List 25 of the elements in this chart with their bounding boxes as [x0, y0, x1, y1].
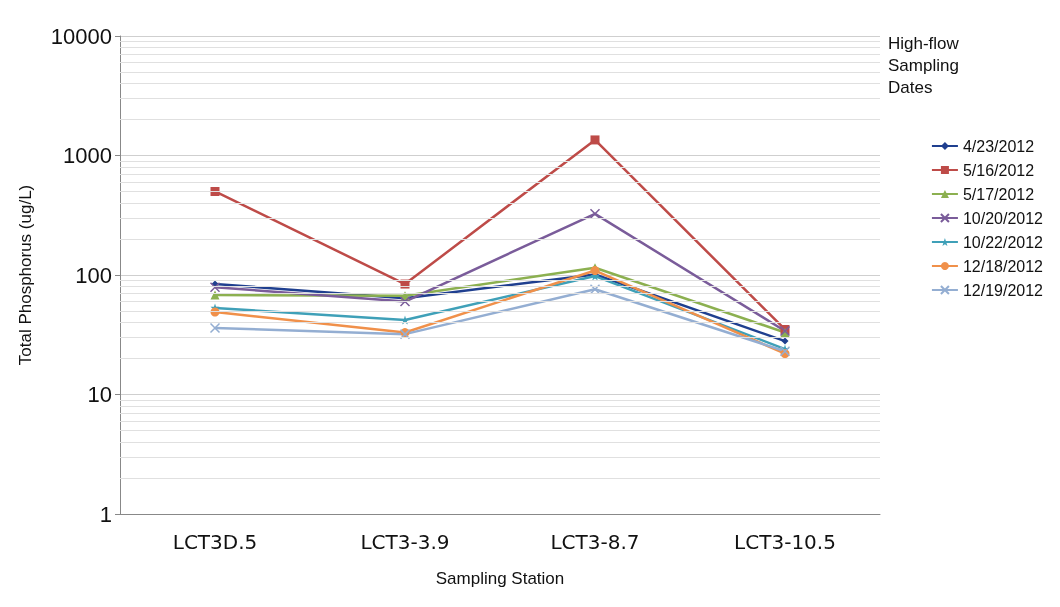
y-tick-label: 10000 — [50, 23, 112, 49]
point — [781, 337, 789, 345]
legend-label: 10/20/2012 — [962, 209, 1044, 227]
y-tick-label: 100 — [75, 262, 112, 288]
x-axis-title: Sampling Station — [435, 569, 565, 588]
x-tick-label: LCT3D.5 — [172, 530, 258, 554]
point — [209, 281, 221, 293]
point — [399, 296, 411, 307]
point — [209, 322, 221, 334]
legend-label: 10/22/2012 — [962, 233, 1044, 251]
legend-label: 12/19/2012 — [962, 281, 1044, 299]
y-tick-label: 1000 — [63, 143, 112, 168]
legend-title: High-flow Sampling Dates — [888, 33, 960, 97]
legend-label: 12/18/2012 — [962, 257, 1044, 275]
legend-label: 4/23/2012 — [962, 137, 1035, 155]
legend-label: 5/16/2012 — [962, 161, 1035, 179]
y-axis-title: Total Phosphorus (ug/L) — [16, 184, 35, 366]
y-tick-label: 1 — [99, 501, 112, 527]
point — [210, 290, 220, 300]
legend-label: 5/17/2012 — [962, 185, 1035, 203]
x-tick-label: LCT3-8.7 — [550, 530, 640, 554]
y-tick-label: 10 — [87, 382, 112, 407]
x-tick-label: LCT3-10.5 — [734, 530, 836, 554]
point — [590, 135, 600, 145]
x-tick-label: LCT3-3.9 — [360, 530, 450, 554]
